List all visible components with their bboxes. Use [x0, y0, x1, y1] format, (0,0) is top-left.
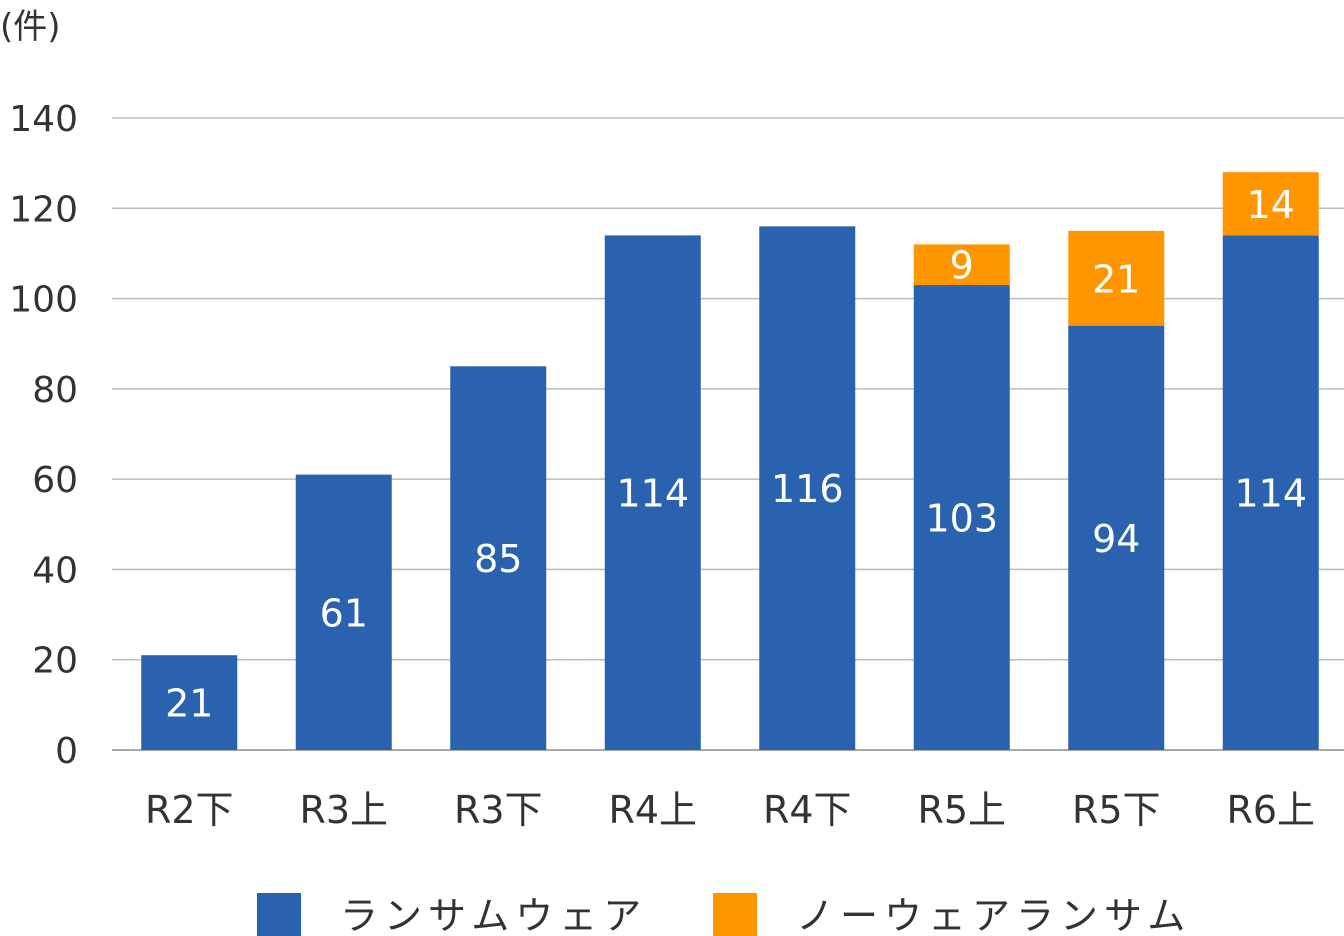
x-category-label: R4上: [608, 788, 697, 832]
data-label: 114: [616, 472, 689, 516]
x-category-label: R5上: [917, 788, 1006, 832]
legend-swatch-noware-ransom: [713, 893, 757, 936]
data-label: 114: [1234, 472, 1307, 516]
y-tick-label: 100: [9, 280, 78, 321]
y-axis-ticks: 0 20 40 60 80 100 120 140: [9, 99, 78, 772]
legend-label-ransomware: ランサムウェア: [340, 894, 647, 936]
data-label: 116: [771, 467, 844, 511]
x-axis-categories: R2下 R3上 R3下 R4上 R4下 R5上 R5下 R6上: [145, 788, 1315, 832]
x-category-label: R6上: [1226, 788, 1315, 832]
x-category-label: R3上: [299, 788, 388, 832]
y-tick-label: 140: [9, 99, 78, 140]
y-tick-label: 40: [32, 550, 78, 591]
data-label: 85: [474, 537, 522, 581]
data-label: 14: [1247, 183, 1295, 227]
bar-noware-ransom-5: [913, 244, 1010, 286]
y-unit-label: (件): [0, 7, 61, 47]
bar-ransomware-6: [1068, 325, 1165, 750]
data-label: 61: [320, 591, 368, 635]
bar-noware-ransom-7: [1222, 172, 1319, 236]
bar-ransomware-1: [295, 474, 392, 750]
legend-label-noware-ransom: ノーウェアランサム: [796, 894, 1191, 936]
y-tick-label: 80: [32, 370, 78, 411]
data-label: 103: [925, 497, 998, 541]
data-labels: 21 61 85 114 116 103 9 94 21 114 14: [165, 183, 1307, 726]
bars: [141, 172, 1319, 751]
data-label: 21: [165, 682, 213, 726]
x-category-label: R2下: [145, 788, 234, 832]
legend-swatch-ransomware: [257, 893, 301, 936]
data-label: 94: [1092, 517, 1140, 561]
y-tick-label: 60: [32, 460, 78, 501]
y-tick-label: 120: [9, 189, 78, 230]
bar-ransomware-7: [1222, 235, 1319, 750]
y-tick-label: 0: [55, 731, 78, 772]
bar-ransomware-4: [759, 226, 856, 751]
data-label: 9: [950, 244, 974, 288]
bar-ransomware-5: [913, 285, 1010, 750]
x-category-label: R4下: [763, 788, 852, 832]
y-tick-label: 20: [32, 641, 78, 682]
bar-ransomware-2: [450, 366, 547, 750]
bar-ransomware-0: [141, 655, 238, 750]
x-category-label: R3下: [454, 788, 543, 832]
legend: ランサムウェア ノーウェアランサム: [257, 893, 1191, 936]
data-label: 21: [1092, 257, 1140, 301]
bar-ransomware-3: [604, 235, 701, 750]
x-category-label: R5下: [1072, 788, 1161, 832]
bar-noware-ransom-6: [1068, 230, 1165, 326]
